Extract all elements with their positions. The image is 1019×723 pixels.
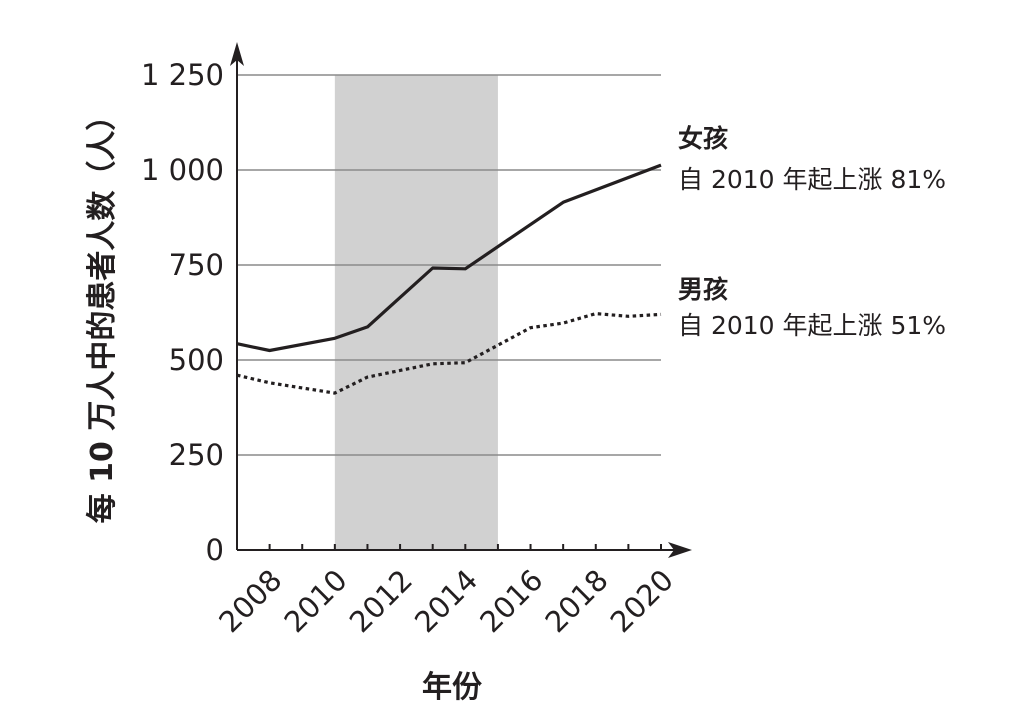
annotation-text: 自 2010 年起上涨 51% bbox=[678, 311, 946, 340]
x-axis-arrow-icon bbox=[668, 542, 692, 558]
y-tick-label: 0 bbox=[206, 533, 224, 567]
shaded-region bbox=[334, 75, 498, 550]
x-axis-title: 年份 bbox=[422, 670, 482, 705]
y-tick-label: 750 bbox=[169, 248, 224, 282]
series-line-boys bbox=[236, 312, 662, 395]
y-tick-label: 500 bbox=[169, 343, 224, 377]
annotation-text: 自 2010 年起上涨 81% bbox=[678, 165, 946, 194]
x-tick-label: 2008 bbox=[212, 563, 288, 639]
annotation-title: 男孩 bbox=[678, 275, 728, 304]
annotation-title: 女孩 bbox=[678, 124, 728, 153]
x-tick-label: 2018 bbox=[538, 563, 614, 639]
x-tick-label: 2014 bbox=[408, 563, 484, 639]
x-tick-label: 2020 bbox=[604, 563, 680, 639]
y-axis-arrow-icon bbox=[230, 42, 244, 66]
series-line-girls bbox=[236, 163, 662, 353]
x-tick-label: 2012 bbox=[343, 563, 419, 639]
y-tick-label: 250 bbox=[169, 438, 224, 472]
y-tick-label: 1 250 bbox=[141, 58, 224, 92]
x-tick-label: 2010 bbox=[278, 563, 354, 639]
y-tick-label: 1 000 bbox=[141, 153, 224, 187]
y-axis-title: 每 10 万人中的患者人数（人） bbox=[85, 101, 120, 524]
x-tick-label: 2016 bbox=[473, 563, 549, 639]
